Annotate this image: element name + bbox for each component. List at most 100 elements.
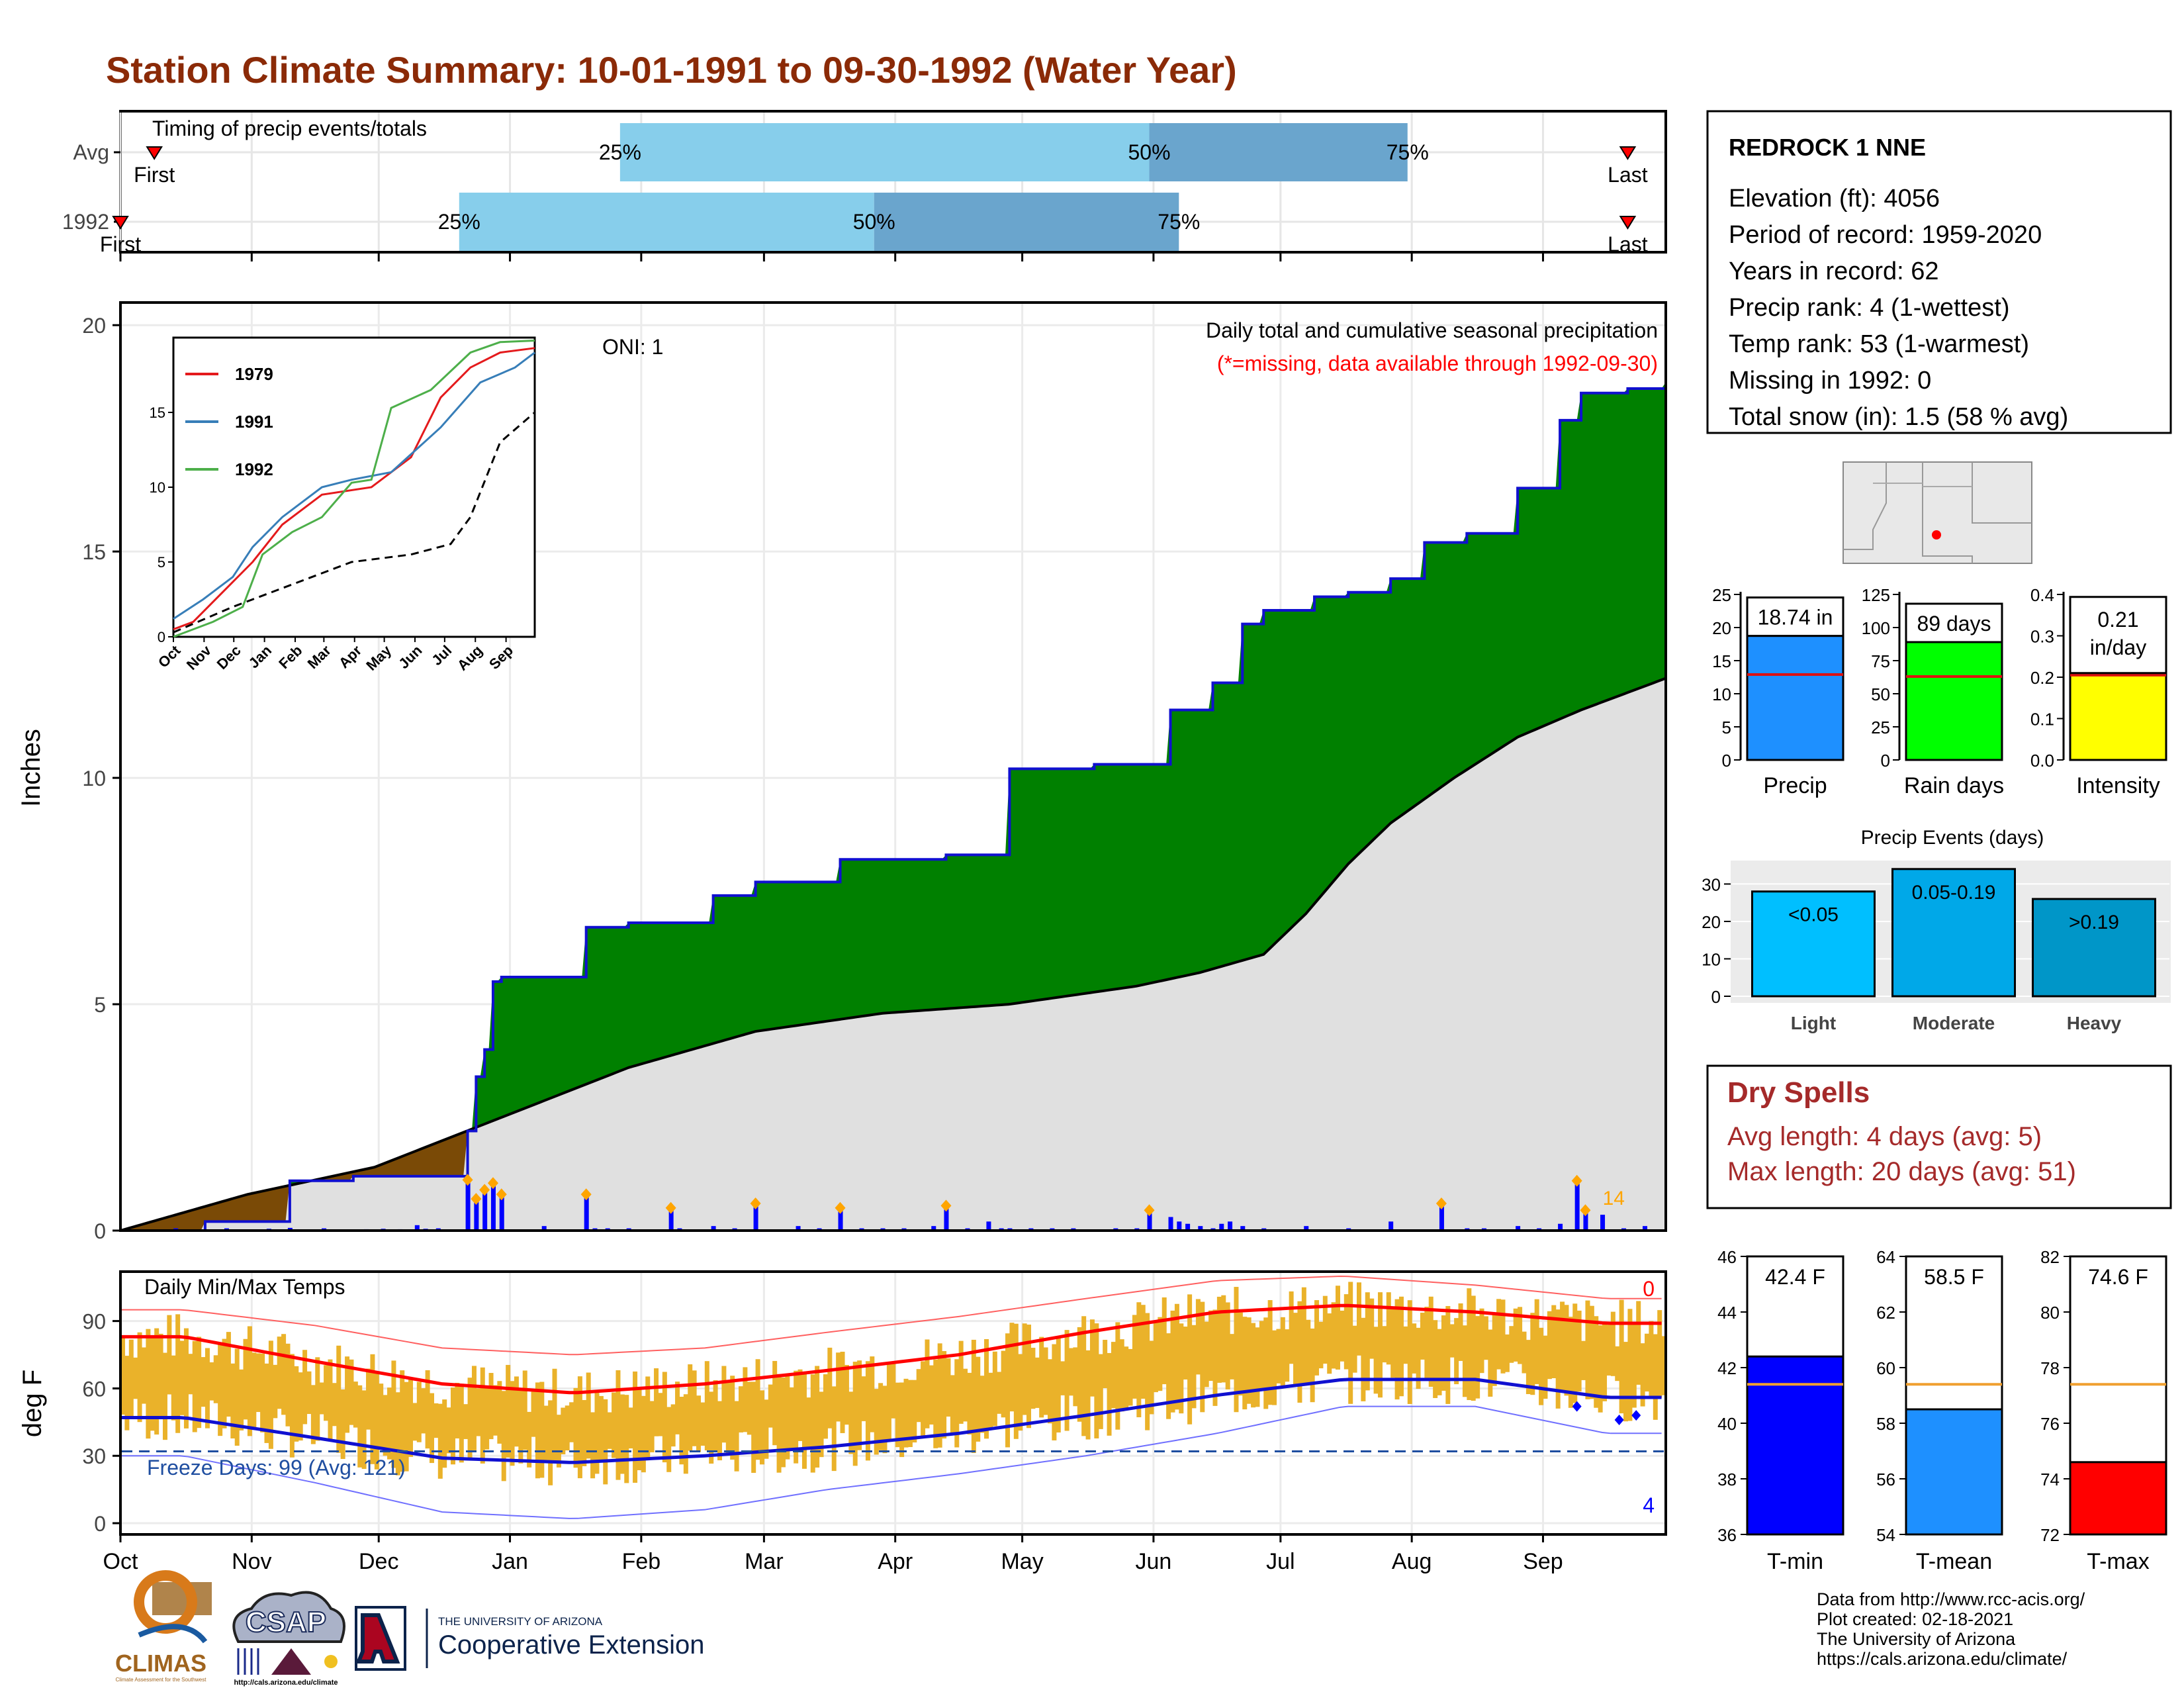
extreme-count: 14 xyxy=(1603,1188,1625,1209)
temperature-bars: 36 38 40 42 44 46 42.4 F T-min 54 56 58 60 62 64 58.5 … xyxy=(1717,1247,2167,1574)
missing-note: (*=missing, data available through 1992-… xyxy=(1217,352,1658,375)
mini-bar-value-label: 89 days xyxy=(1917,612,1991,635)
timing-q50-label: 50% xyxy=(853,210,895,234)
daily-temp-bar xyxy=(1483,1316,1488,1360)
daily-temp-bar xyxy=(958,1340,964,1424)
inset-y-tick-label: 10 xyxy=(150,479,165,496)
extreme-event-marker xyxy=(1435,1197,1447,1209)
x-tick-label: Nov xyxy=(232,1549,271,1574)
daily-temp-bar xyxy=(425,1370,430,1449)
average-cumulative-line xyxy=(120,677,1666,1232)
daily-temp-bar xyxy=(598,1395,604,1461)
temp-bar-value-label: 74.6 F xyxy=(2088,1265,2148,1289)
daily-temp-bar xyxy=(577,1376,582,1479)
daily-temp-bar xyxy=(1496,1299,1502,1370)
precip-panel: 0 5 10 15 20 Inches ONI: 1 Daily total and c… xyxy=(17,301,1667,1243)
daily-temp-bar xyxy=(1124,1346,1129,1410)
temp-bar-label: T-min xyxy=(1767,1549,1823,1574)
credit-line: https://cals.arizona.edu/climate/ xyxy=(1817,1649,2068,1669)
station-info-line: Years in record: 62 xyxy=(1729,258,1939,285)
daily-temp-bar xyxy=(882,1385,887,1454)
daily-temp-bar xyxy=(310,1385,316,1444)
daily-temp-bar xyxy=(1594,1316,1599,1408)
temp-bar-tick-label: 82 xyxy=(2040,1247,2060,1267)
daily-temp-bar xyxy=(1001,1350,1006,1418)
daily-temp-bar xyxy=(488,1373,494,1440)
daily-temp-bar xyxy=(1293,1313,1298,1386)
daily-temp-bar xyxy=(1458,1303,1463,1361)
daily-temp-bar xyxy=(1200,1301,1205,1413)
timing-first-label: First xyxy=(100,232,141,256)
daily-temp-bar xyxy=(819,1391,824,1458)
daily-temp-bar xyxy=(1576,1310,1582,1392)
daily-temp-bar xyxy=(1039,1336,1044,1418)
mini-bar-tick-label: 50 xyxy=(1871,684,1890,704)
daily-precip-bar xyxy=(1583,1210,1588,1231)
daily-temp-bar xyxy=(501,1391,506,1481)
daily-temp-bar xyxy=(1615,1346,1620,1382)
daily-temp-bar xyxy=(899,1382,905,1458)
daily-temp-bar xyxy=(213,1355,218,1403)
extreme-event-marker xyxy=(487,1177,498,1190)
daily-temp-bar xyxy=(565,1405,570,1451)
daily-temp-bar xyxy=(586,1372,591,1459)
events-bar-range: >0.19 xyxy=(2069,912,2119,933)
events-bar-range: <0.05 xyxy=(1788,904,1839,926)
daily-temp-bar xyxy=(395,1392,400,1476)
events-panel: Precip Events (days) 0 10 20 30 <0.05 Light 0.… xyxy=(1702,827,2171,1033)
daily-temp-bar xyxy=(1352,1325,1357,1373)
timing-q75-label: 75% xyxy=(1387,140,1429,164)
daily-temp-bar xyxy=(416,1382,422,1442)
daily-temp-bar xyxy=(1081,1316,1087,1436)
daily-temp-bar xyxy=(916,1369,921,1423)
daily-temp-bar xyxy=(725,1380,731,1453)
daily-temp-bar xyxy=(743,1367,748,1432)
mini-bar-label: Rain days xyxy=(1904,773,2004,798)
daily-temp-bar xyxy=(255,1353,261,1413)
daily-temp-bar xyxy=(658,1393,663,1436)
station-info-line: Missing in 1992: 0 xyxy=(1729,367,1931,395)
daily-temp-bar xyxy=(933,1359,938,1448)
daily-temp-bar xyxy=(1153,1321,1158,1393)
x-tick-label: Sep xyxy=(1523,1549,1563,1574)
extreme-event-marker xyxy=(750,1197,761,1209)
temp-bar-tick-label: 74 xyxy=(2040,1470,2060,1489)
daily-temp-bar xyxy=(903,1378,909,1448)
mini-bar-value-box xyxy=(1905,602,2003,643)
daily-temp-bar xyxy=(1280,1317,1285,1387)
daily-temp-bar xyxy=(895,1382,900,1448)
daily-temp-bar xyxy=(336,1345,341,1453)
x-tick-label: Jun xyxy=(1136,1549,1172,1574)
climas-subtitle: Climate Assessment for the Southwest xyxy=(116,1677,207,1683)
x-tick-label: Jul xyxy=(1266,1549,1295,1574)
mini-bar-tick-label: 75 xyxy=(1871,651,1890,671)
daily-temp-bar xyxy=(543,1405,549,1460)
daily-temp-bar xyxy=(527,1411,532,1468)
daily-temp-bar xyxy=(1289,1291,1294,1364)
daily-temp-bar xyxy=(158,1333,163,1419)
daily-temp-bar xyxy=(772,1360,778,1446)
temp-bar-value xyxy=(2069,1461,2167,1536)
daily-temp-bar xyxy=(383,1395,388,1456)
daily-temp-bar xyxy=(1166,1333,1171,1419)
daily-temp-bar xyxy=(1661,1336,1666,1395)
oni-label: ONI: 1 xyxy=(602,335,663,359)
mini-bar-tick-label: 0.4 xyxy=(2030,585,2054,605)
average-min-line xyxy=(120,1378,1662,1464)
temp-bar-value-label: 42.4 F xyxy=(1765,1265,1825,1289)
daily-temp-bar xyxy=(1543,1335,1548,1399)
daily-temp-bar xyxy=(167,1315,172,1395)
timing-q25-q50-bar xyxy=(619,123,1150,181)
timing-last-marker xyxy=(1619,216,1637,230)
daily-precip-bar xyxy=(1388,1221,1394,1231)
mini-bar-value-label: 0.21 in/day xyxy=(2090,608,2146,659)
daily-temp-bar xyxy=(1394,1299,1400,1400)
daily-temp-bar xyxy=(806,1397,811,1449)
daily-temp-bar xyxy=(345,1356,350,1433)
timing-last-label: Last xyxy=(1608,232,1648,256)
daily-temp-bar xyxy=(1500,1299,1506,1374)
daily-temp-bar xyxy=(1386,1292,1391,1365)
daily-temp-bar xyxy=(1089,1319,1095,1397)
average-max-line xyxy=(120,1303,1662,1395)
mini-bar-value xyxy=(1905,641,2003,761)
